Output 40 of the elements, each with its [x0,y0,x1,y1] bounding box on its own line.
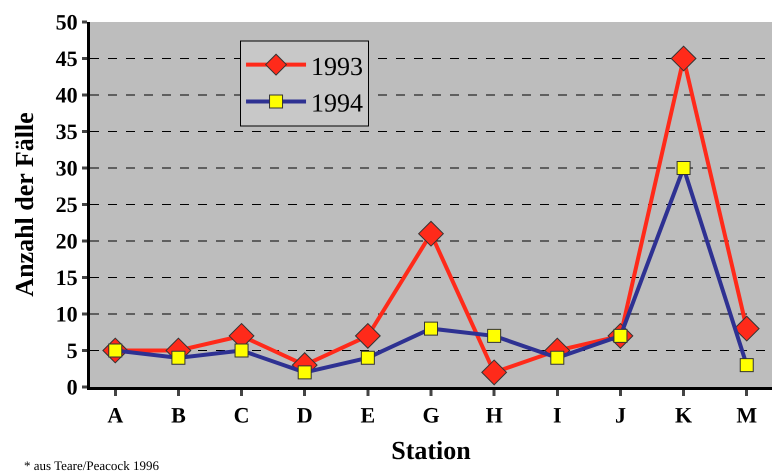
point [418,220,444,247]
y-tick-label: 0 [66,374,78,400]
x-tick-label: J [614,402,626,428]
point [481,360,507,386]
x-tick-label: I [553,402,562,428]
x-tick-label: H [486,402,503,428]
x-tick-label: G [422,402,440,428]
text: * aus Teare/Peacock 1996 [24,458,160,471]
y-axis-title: Anzahl der Fälle [10,112,39,297]
legend-label: 1993 [311,52,364,81]
x-tick-label: D [296,402,313,428]
x-tick-label: A [107,402,124,428]
point [487,328,502,343]
point [670,46,696,72]
legend-label: 1994 [311,88,364,118]
y-tick-label: 15 [56,265,78,290]
x-axis-title: Station [391,436,472,466]
y-tick-label: 30 [56,156,78,181]
y-tick-label: 50 [56,10,78,35]
point [171,350,186,365]
y-tick-label: 25 [56,192,78,218]
y-tick-label: 10 [56,302,78,327]
x-tick-label: B [171,402,186,428]
y-tick-label: 45 [56,46,78,72]
x-tick-label: K [675,402,692,428]
y-tick-label: 20 [56,228,78,254]
y-tick-label: 40 [56,82,78,108]
point [234,344,249,358]
point [550,350,564,365]
y-tick-label: 35 [56,119,78,144]
point [676,161,691,175]
point [360,350,375,365]
point [424,322,438,336]
point [740,358,754,372]
x-tick-label: C [234,402,250,428]
x-tick-label: E [360,402,376,428]
point [355,323,381,349]
x-tick-label: M [736,402,758,428]
y-tick-label: 5 [66,338,78,364]
point [298,365,312,380]
